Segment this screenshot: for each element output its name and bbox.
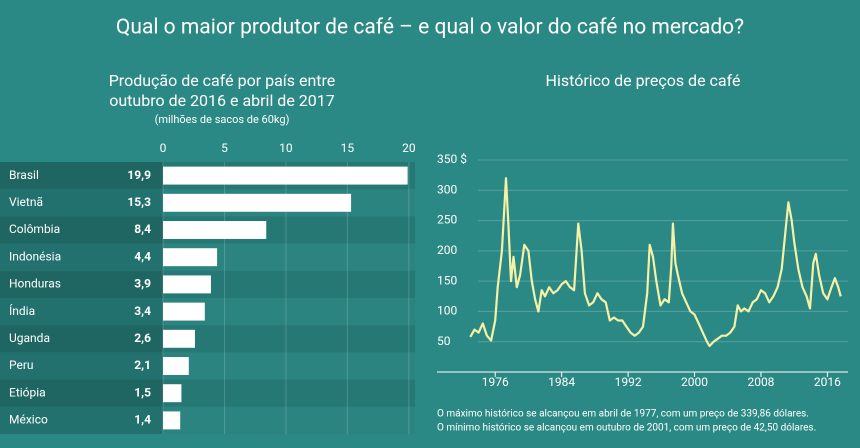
bar xyxy=(163,275,211,294)
x-tick-label: 1976 xyxy=(482,375,509,389)
x-tick-label: 0 xyxy=(160,141,167,155)
x-tick-label: 1984 xyxy=(548,375,575,389)
bar xyxy=(163,411,181,430)
bar xyxy=(163,357,189,375)
x-tick-label: 5 xyxy=(221,141,228,155)
chart-title: Produção de café por país entre outubro d… xyxy=(109,71,336,110)
value-label: 1,4 xyxy=(134,413,151,427)
row-background xyxy=(0,189,163,217)
x-tick-label: 15 xyxy=(341,141,355,155)
row-background xyxy=(163,379,415,407)
row-background xyxy=(163,325,415,353)
row-background xyxy=(0,379,163,407)
value-label: 3,4 xyxy=(134,304,151,318)
footnote: O máximo histórico se alcançou em abril … xyxy=(437,409,809,420)
category-label: Vietnã xyxy=(9,195,43,209)
row-background xyxy=(0,216,163,244)
value-label: 3,9 xyxy=(134,277,151,291)
bar xyxy=(163,384,182,403)
x-tick-label: 10 xyxy=(279,141,293,155)
chart-subtitle: (milhões de sacos de 60kg) xyxy=(155,113,290,126)
row-background xyxy=(0,352,163,380)
price-line xyxy=(469,177,842,348)
value-label: 2,6 xyxy=(134,331,151,345)
category-label: Peru xyxy=(9,358,34,372)
chart-title: Histórico de preços de café xyxy=(546,71,741,90)
bar xyxy=(163,193,352,212)
y-tick-label: 50 xyxy=(437,334,451,348)
bar xyxy=(163,166,408,185)
row-background xyxy=(163,406,415,434)
value-label: 1,5 xyxy=(134,385,151,399)
x-tick-label: 2016 xyxy=(814,375,841,389)
category-label: Uganda xyxy=(9,331,50,345)
value-label: 2,1 xyxy=(134,358,151,372)
row-background xyxy=(0,325,163,353)
y-tick-label: 200 xyxy=(437,243,457,257)
y-tick-label: 300 xyxy=(437,182,457,196)
category-label: Etiópia xyxy=(9,385,46,399)
footnote: O mínimo histórico se alcançou em outubr… xyxy=(437,423,816,434)
y-tick-label: 250 xyxy=(437,213,457,227)
row-background xyxy=(0,243,163,271)
value-label: 19,9 xyxy=(127,168,151,182)
category-label: Colômbia xyxy=(9,222,60,236)
x-tick-label: 20 xyxy=(402,141,416,155)
bar xyxy=(163,221,267,239)
row-background xyxy=(0,270,163,298)
category-label: México xyxy=(9,413,48,427)
bar xyxy=(163,329,195,348)
row-background xyxy=(0,162,163,190)
y-tick-label: 350 $ xyxy=(437,152,467,166)
x-tick-label: 2008 xyxy=(747,375,774,389)
value-label: 4,4 xyxy=(134,249,151,263)
main-title: Qual o maior produtor de café – e qual o… xyxy=(116,16,744,40)
row-background xyxy=(0,406,163,434)
value-label: 8,4 xyxy=(134,222,151,236)
row-background xyxy=(163,298,415,326)
category-label: Honduras xyxy=(9,277,61,291)
x-tick-label: 2000 xyxy=(681,375,708,389)
bar xyxy=(163,302,205,321)
y-tick-label: 150 xyxy=(437,273,457,287)
category-label: Indonésia xyxy=(9,249,61,263)
category-label: Índia xyxy=(9,303,35,318)
x-tick-label: 1992 xyxy=(615,375,642,389)
bar xyxy=(163,248,218,267)
row-background xyxy=(163,352,415,380)
value-label: 15,3 xyxy=(127,195,151,209)
category-label: Brasil xyxy=(9,168,39,182)
y-tick-label: 100 xyxy=(437,304,457,318)
row-background xyxy=(0,298,163,326)
